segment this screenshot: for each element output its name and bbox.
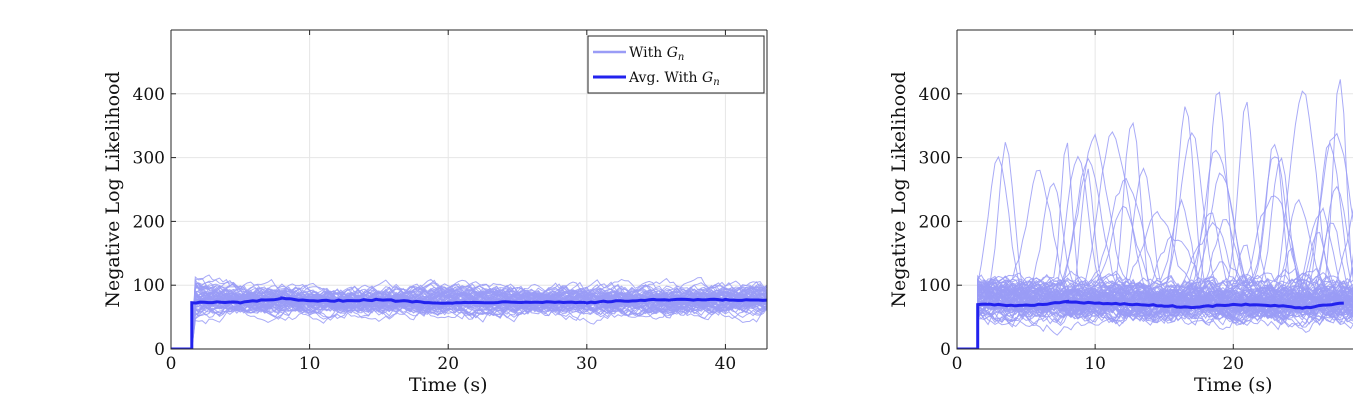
trajectory-line: [957, 274, 1353, 349]
x-tick-label: 40: [715, 354, 737, 374]
trajectory-line: [171, 284, 767, 349]
trajectory-line: [957, 277, 1353, 349]
x-tick-label: 0: [952, 354, 963, 374]
x-axis-label: Time (s): [1194, 374, 1273, 396]
trajectory-line: [957, 272, 1353, 349]
legend-label: Avg. With Gn: [628, 70, 720, 88]
trajectories: [957, 79, 1353, 349]
trajectory-line: [957, 207, 1353, 349]
trajectory-line: [171, 284, 767, 349]
average-line: [171, 296, 767, 349]
y-tick-label: 100: [919, 276, 951, 296]
trajectory-line: [171, 284, 767, 349]
x-tick-label: 10: [1084, 354, 1106, 374]
x-tick-label: 10: [299, 354, 321, 374]
trajectory-line: [171, 289, 767, 349]
trajectory-line: [957, 284, 1353, 349]
average-series: [957, 299, 1344, 349]
legend-label: With Gn: [629, 45, 684, 63]
trajectory-line: [957, 218, 1353, 349]
average-line: [957, 299, 1344, 349]
trajectory-line: [957, 221, 1353, 349]
trajectory-line: [957, 155, 1353, 349]
average-series: [171, 296, 767, 349]
legend: With Gn Avg. With Gn: [587, 35, 765, 94]
y-tick-label: 400: [919, 85, 951, 105]
y-tick-label: 300: [919, 149, 951, 169]
y-axis-label: Negative Log Likelihood: [102, 71, 124, 307]
x-tick-label: 30: [576, 354, 598, 374]
x-tick-label: 0: [166, 354, 177, 374]
trajectory-line: [957, 143, 1353, 349]
legend-box: [587, 35, 765, 94]
x-tick-label: 20: [1222, 354, 1244, 374]
x-tick-label: 20: [437, 354, 459, 374]
trajectory-line: [957, 91, 1353, 349]
trajectory-line: [171, 286, 767, 349]
y-axis-label: Negative Log Likelihood: [888, 71, 910, 307]
trajectory-line: [171, 286, 767, 349]
trajectory-line: [957, 198, 1353, 349]
y-tick-label: 200: [919, 212, 951, 232]
trajectory-line: [171, 278, 767, 349]
trajectory-line: [957, 177, 1353, 349]
y-tick-label: 300: [133, 149, 165, 169]
trajectory-line: [957, 277, 1353, 349]
trajectories: [171, 274, 767, 349]
y-tick-label: 400: [133, 85, 165, 105]
y-tick-label: 0: [940, 340, 951, 360]
trajectory-line: [171, 286, 767, 349]
y-tick-label: 0: [154, 340, 165, 360]
trajectory-line: [171, 283, 767, 349]
y-tick-label: 200: [133, 212, 165, 232]
trajectory-line: [957, 277, 1353, 349]
x-axis-label: Time (s): [409, 374, 488, 396]
y-tick-label: 100: [133, 276, 165, 296]
